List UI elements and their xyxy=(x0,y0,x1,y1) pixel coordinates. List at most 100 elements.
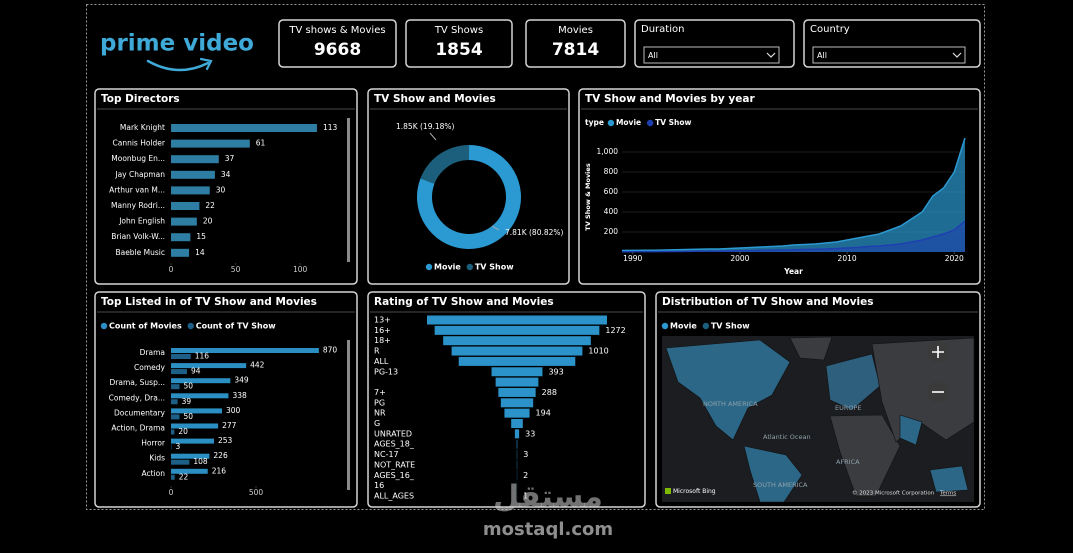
funnel-bar xyxy=(498,387,536,397)
legend-title: type xyxy=(585,118,604,127)
y-tick-label: Baeble Music xyxy=(115,248,165,257)
kpi-card xyxy=(278,19,397,68)
pie-slice xyxy=(420,145,469,184)
x-tick-label: 2010 xyxy=(838,254,857,263)
funnel-bar xyxy=(427,315,607,325)
panel-title: Rating of TV Show and Movies xyxy=(374,296,554,308)
legend-label: Count of Movies xyxy=(109,322,182,331)
data-label: 94 xyxy=(191,367,201,376)
kpi-value: 1854 xyxy=(435,40,482,60)
data-label: 1 xyxy=(523,491,528,500)
category-label: ALL xyxy=(374,357,389,366)
kpi-value: 9668 xyxy=(314,40,361,60)
bar xyxy=(171,408,222,414)
scrollbar[interactable] xyxy=(347,340,350,490)
data-label: 277 xyxy=(222,421,237,430)
bar xyxy=(171,444,172,450)
category-label: G xyxy=(374,419,380,428)
y-tick-label: Brian Volk-W... xyxy=(111,232,165,241)
legend-dot xyxy=(607,119,615,127)
panel-title: TV Show and Movies by year xyxy=(585,93,755,105)
data-label: 442 xyxy=(250,361,265,370)
area xyxy=(622,221,965,252)
data-label: 226 xyxy=(213,451,228,460)
funnel-bar xyxy=(491,367,543,377)
map-attribution: Microsoft Bing xyxy=(673,488,716,495)
land xyxy=(829,414,901,497)
bar xyxy=(171,399,178,405)
bar xyxy=(171,414,180,420)
bar xyxy=(171,202,200,210)
funnel-bar xyxy=(458,356,576,366)
funnel-bar xyxy=(434,325,600,335)
kpi-label: TV shows & Movies xyxy=(288,25,385,36)
y-tick-label: Comedy xyxy=(134,363,166,372)
data-label: 349 xyxy=(234,376,249,385)
data-label: 870 xyxy=(323,346,338,355)
data-label: 3 xyxy=(523,450,528,459)
logo-smile xyxy=(146,59,210,72)
data-label: 22 xyxy=(205,201,215,210)
dropdown[interactable] xyxy=(812,46,966,64)
legend-label: Count of TV Show xyxy=(196,322,277,331)
data-label: 39 xyxy=(182,397,192,406)
data-label: 61 xyxy=(256,139,266,148)
x-tick-label: 0 xyxy=(169,265,174,274)
map-label: SOUTH AMERICA xyxy=(753,481,808,489)
line xyxy=(622,220,966,253)
bar xyxy=(171,155,219,164)
map-label: NORTH AMERICA xyxy=(703,400,758,408)
data-label: 1010 xyxy=(588,347,608,356)
kpi-label: Movies xyxy=(558,25,593,36)
category-label: NOT_RATE xyxy=(374,460,415,469)
legend-dot xyxy=(100,322,108,330)
category-label: AGES_18_ xyxy=(374,440,415,449)
panel-title: Top Directors xyxy=(101,93,180,105)
y-tick-label: Action xyxy=(142,469,166,478)
land xyxy=(899,414,923,446)
bar xyxy=(171,354,191,359)
watermark-arabic: مستقل xyxy=(493,480,603,515)
chevron xyxy=(766,52,776,58)
funnel-bar xyxy=(443,336,591,346)
bar xyxy=(171,423,219,429)
y-tick-label: Manny Rodri... xyxy=(111,201,165,210)
funnel-bar xyxy=(504,408,530,418)
data-label: 216 xyxy=(212,466,227,475)
data-label: 33 xyxy=(525,429,535,438)
data-label: 34 xyxy=(221,170,231,179)
leader xyxy=(429,132,437,141)
y-tick-label: Comedy, Dra... xyxy=(109,393,165,402)
y-tick-label: 800 xyxy=(604,167,619,176)
legend-dot xyxy=(466,263,474,271)
category-label: NC-17 xyxy=(374,450,399,459)
bar xyxy=(171,438,215,444)
data-label: 1272 xyxy=(605,326,625,335)
map-copyright: © 2023 Microsoft Corporation xyxy=(852,490,935,497)
y-tick-label: Moonbug En... xyxy=(111,154,165,163)
bar xyxy=(171,363,247,369)
dropdown[interactable] xyxy=(643,46,780,64)
kpi-card xyxy=(405,19,513,68)
panel xyxy=(94,291,358,508)
category-label: UNRATED xyxy=(374,429,412,438)
y-axis-title: TV Show & Movies xyxy=(584,163,592,231)
funnel-bar xyxy=(514,429,520,439)
data-label: 253 xyxy=(218,436,233,445)
slicer-label: Country xyxy=(810,24,850,35)
funnel-bar xyxy=(495,377,539,387)
y-tick-label: 400 xyxy=(604,207,619,216)
data-label: 3 xyxy=(176,442,181,451)
bar xyxy=(171,369,187,375)
scrollbar[interactable] xyxy=(347,118,350,262)
bar xyxy=(171,384,180,390)
data-label: 20 xyxy=(178,427,188,436)
y-tick-label: John English xyxy=(118,217,165,226)
funnel-bar xyxy=(511,419,523,428)
data-label: 7.81K (80.82%) xyxy=(505,228,564,237)
data-label: 116 xyxy=(195,352,210,361)
x-tick-label: 0 xyxy=(169,488,174,497)
y-tick-label: Drama, Susp... xyxy=(110,378,165,387)
legend-dot xyxy=(661,322,669,330)
